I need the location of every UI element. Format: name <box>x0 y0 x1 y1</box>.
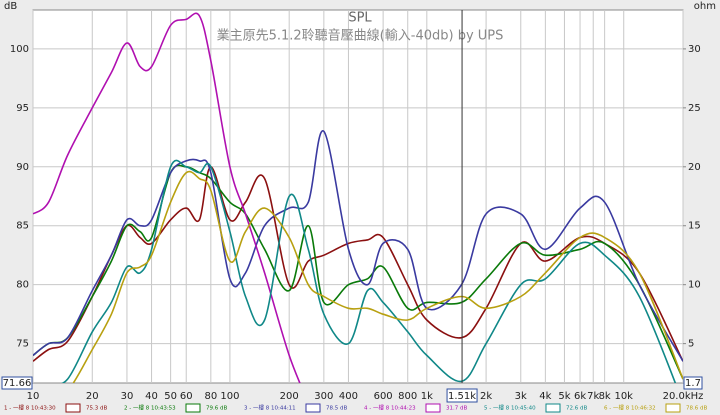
x-tick-label: 7k <box>587 391 599 402</box>
legend-swatch <box>545 403 561 413</box>
x-tick-label: 300 <box>314 391 333 402</box>
legend-swatch <box>665 403 681 413</box>
y2-tick-label: 5 <box>688 339 694 350</box>
chart-subtitle: 業主原先5.1.2聆聽音壓曲線(輸入-40db) by UPS <box>217 28 504 44</box>
legend-swatch <box>305 403 321 413</box>
x-tick-label: 400 <box>339 391 358 402</box>
x-tick-label: 60 <box>180 391 193 402</box>
legend-readout: 31.7 dB <box>446 406 467 412</box>
chart-title: SPL <box>348 11 372 26</box>
legend-readout: 72.6 dB <box>566 406 587 412</box>
series-line <box>72 170 683 383</box>
y-tick-label: 80 <box>16 280 29 291</box>
y-tick-label: 85 <box>16 221 29 232</box>
legend-label: 5 - 一樓 8 10:45:40 <box>484 404 536 412</box>
legend-swatch <box>425 403 441 413</box>
legend-swatch <box>65 403 81 413</box>
x-tick-label: 1k <box>421 391 433 402</box>
legend-readout: 78.5 dB <box>326 406 347 412</box>
y2-tick-label: 20 <box>688 162 701 173</box>
cursor-y-label: 71.66 <box>3 378 32 389</box>
legend-readout: 75.3 dB <box>86 406 107 412</box>
x-tick-label: 100 <box>220 391 239 402</box>
x-tick-label: 80 <box>204 391 217 402</box>
x-tick-label: 10k <box>614 391 633 402</box>
legend-label: 4 - 一樓 8 10:44:23 <box>364 404 416 412</box>
y-tick-label: 95 <box>16 103 29 114</box>
legend-readout: 79.6 dB <box>206 406 227 412</box>
x-tick-label: 5k <box>558 391 570 402</box>
x-tick-label: 30 <box>121 391 134 402</box>
cursor-y2-box <box>683 376 703 390</box>
series-line <box>33 12 301 383</box>
y-tick-label: 100 <box>10 44 29 55</box>
series-line <box>33 164 683 380</box>
cursor-x-box <box>446 388 478 403</box>
cursor-y-box <box>1 376 33 390</box>
y-tick-label: 90 <box>16 162 29 173</box>
x-tick-label: 600 <box>374 391 393 402</box>
plot-area <box>32 9 684 384</box>
x-tick-label: 6k <box>574 391 586 402</box>
x-tick-label: 20.0kHz <box>663 391 704 402</box>
y-tick-label: 75 <box>16 339 29 350</box>
y2-tick-label: 30 <box>688 44 701 55</box>
x-tick-label: 50 <box>164 391 177 402</box>
series-line <box>61 159 677 383</box>
legend-label: 2 - 一樓 8 10:43:53 <box>124 404 176 412</box>
x-tick-label: 2k <box>480 391 492 402</box>
y2-axis-label: ohm <box>694 1 716 12</box>
x-tick-label: 40 <box>145 391 158 402</box>
x-tick-label: 4k <box>539 391 551 402</box>
cursor-y2-label: 1.7 <box>685 378 701 389</box>
x-tick-label: 8k <box>599 391 611 402</box>
legend-label: 1 - 一樓 8 10:43:30 <box>4 404 56 412</box>
x-tick-label: 800 <box>398 391 417 402</box>
y2-tick-label: 25 <box>688 103 701 114</box>
y2-tick-label: 15 <box>688 221 701 232</box>
cursor-x-label: 1.51k <box>448 391 476 402</box>
legend-readout: 78.6 dB <box>686 406 707 412</box>
legend-label: 3 - 一樓 8 10:44:11 <box>244 404 296 412</box>
legend-swatch <box>185 403 201 413</box>
y-axis-label: dB <box>4 1 17 12</box>
legend-label: 6 - 一樓 8 10:46:32 <box>604 404 656 412</box>
x-tick-label: 3k <box>515 391 527 402</box>
x-tick-label: 20 <box>86 391 99 402</box>
y2-tick-label: 10 <box>688 280 701 291</box>
x-tick-label: 10 <box>27 391 40 402</box>
x-tick-label: 200 <box>280 391 299 402</box>
